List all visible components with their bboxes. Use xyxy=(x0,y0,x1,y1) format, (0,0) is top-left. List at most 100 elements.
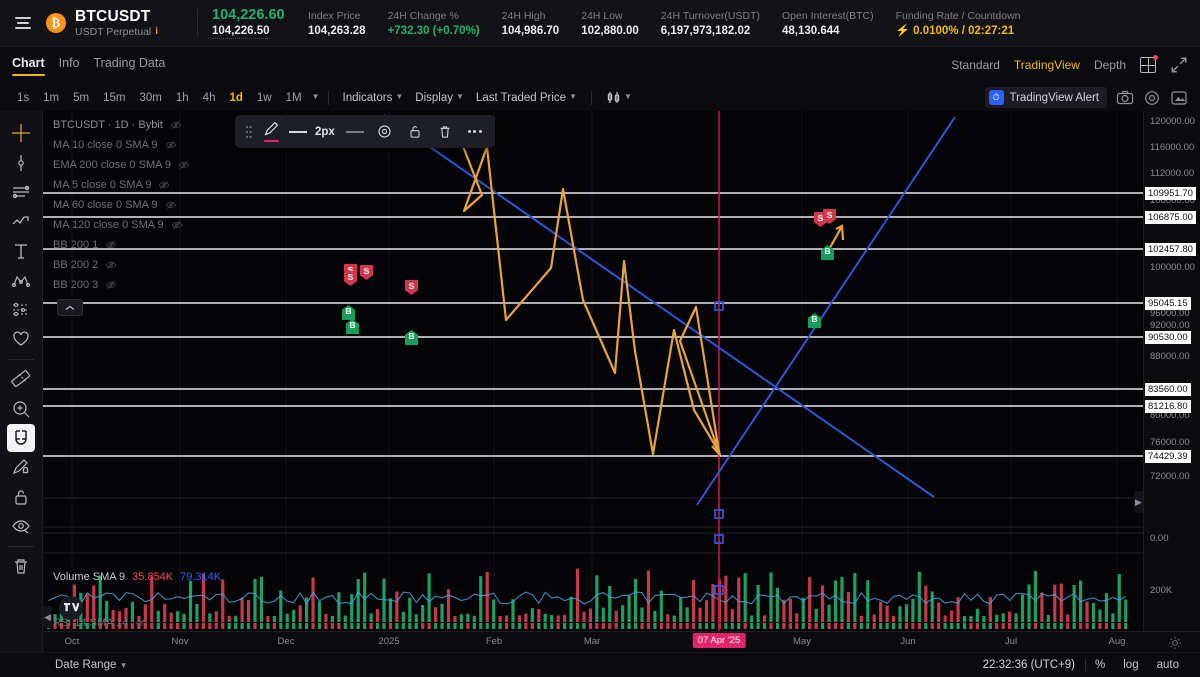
camera-icon[interactable] xyxy=(1116,89,1134,107)
eye-off-icon[interactable] xyxy=(170,119,182,131)
hide-drawings-tool[interactable] xyxy=(7,512,35,540)
symbol-block[interactable]: BTCUSDT USDT Perpetual i xyxy=(75,8,191,39)
log-scale-button[interactable]: log xyxy=(1123,659,1139,671)
eye-off-icon[interactable] xyxy=(105,279,117,291)
interval-1M[interactable]: 1M xyxy=(285,91,302,104)
price-level-label[interactable]: 109951.70 xyxy=(1145,187,1196,200)
line-width-value[interactable]: 2px xyxy=(315,125,335,138)
menu-last-traded-price[interactable]: Last Traded Price ▼ xyxy=(470,92,583,104)
price-level-label[interactable]: 81216.80 xyxy=(1145,400,1191,413)
legend-row[interactable]: BB 200 1 xyxy=(53,235,190,255)
eye-off-icon[interactable] xyxy=(158,179,170,191)
eye-off-icon[interactable] xyxy=(178,159,190,171)
horizontal-lines-tool[interactable] xyxy=(7,178,35,206)
percent-scale-button[interactable]: % xyxy=(1095,659,1106,671)
price-level-label[interactable]: 83560.00 xyxy=(1145,383,1191,396)
sell-signal-marker[interactable]: S xyxy=(405,280,418,295)
gear-icon[interactable] xyxy=(1143,89,1161,107)
interval-1m[interactable]: 1m xyxy=(43,91,60,104)
interval-4h[interactable]: 4h xyxy=(202,91,216,104)
interval-1s[interactable]: 1s xyxy=(17,91,30,104)
unlock-icon[interactable] xyxy=(401,119,429,145)
buy-signal-marker[interactable]: B xyxy=(808,313,821,328)
grid-layout-icon[interactable] xyxy=(1140,55,1158,73)
buy-signal-marker[interactable]: B xyxy=(821,245,834,260)
gear-icon[interactable] xyxy=(371,119,399,145)
chevron-down-icon[interactable]: ▼ xyxy=(456,92,464,101)
tradingview-alert-button[interactable]: ⏱ TradingView Alert xyxy=(984,87,1107,108)
scroll-right-button[interactable]: ▶ xyxy=(1134,491,1143,513)
chart-mode-standard[interactable]: Standard xyxy=(951,58,1000,72)
drawing-mode-tool[interactable] xyxy=(7,453,35,481)
tab-trading-data[interactable]: Trading Data xyxy=(93,56,166,70)
crosshair-tool[interactable] xyxy=(7,119,35,147)
eye-off-icon[interactable] xyxy=(105,259,117,271)
buy-signal-marker[interactable]: B xyxy=(342,305,355,320)
legend-row[interactable]: EMA 200 close 0 SMA 9 xyxy=(53,155,190,175)
line-style-icon[interactable] xyxy=(341,119,369,145)
legend-row[interactable]: BB 200 2 xyxy=(53,255,190,275)
zoom-in-tool[interactable] xyxy=(7,394,35,422)
eye-off-icon[interactable] xyxy=(105,239,117,251)
eye-off-icon[interactable] xyxy=(135,617,147,629)
pencil-icon[interactable] xyxy=(257,119,285,145)
eye-off-icon[interactable] xyxy=(171,219,183,231)
eye-off-icon[interactable] xyxy=(165,139,177,151)
time-axis[interactable]: Oct Nov Dec 2025 Feb Mar May Jun Jul Aug 07 Apr '2… xyxy=(43,631,1200,652)
legend-row[interactable]: MA 5 close 0 SMA 9 xyxy=(53,175,190,195)
snapshot-icon[interactable] xyxy=(1170,89,1188,107)
eye-off-icon[interactable] xyxy=(165,199,177,211)
sell-signal-marker[interactable]: S xyxy=(344,271,357,286)
lock-drawings-tool[interactable] xyxy=(7,482,35,510)
price-axis[interactable]: 120000.00116000.00112000.00108000.001040… xyxy=(1143,111,1200,631)
tab-info[interactable]: Info xyxy=(58,56,80,70)
forecast-tool[interactable] xyxy=(7,295,35,323)
legend-row[interactable]: BTCUSDT · 1D · Bybit xyxy=(53,115,190,135)
legend-row[interactable]: MA 120 close 0 SMA 9 xyxy=(53,215,190,235)
more-options-icon[interactable] xyxy=(461,119,489,145)
interval-1d[interactable]: 1d xyxy=(229,91,243,104)
chevron-down-icon[interactable]: ▼ xyxy=(569,92,577,101)
favorites-tool[interactable] xyxy=(7,325,35,353)
buy-signal-marker[interactable]: B xyxy=(346,319,359,334)
sell-signal-marker[interactable]: S xyxy=(360,265,373,280)
scroll-left-button[interactable]: ◀ xyxy=(43,606,52,628)
candle-style-icon[interactable]: ▼ xyxy=(600,91,638,104)
chart-mode-depth[interactable]: Depth xyxy=(1093,58,1126,72)
fullscreen-icon[interactable] xyxy=(1170,56,1188,74)
menu-display[interactable]: Display ▼ xyxy=(409,92,470,104)
price-level-label[interactable]: 106875.00 xyxy=(1145,211,1196,224)
more-intervals-chevron-down-icon[interactable]: ▼ xyxy=(311,92,320,101)
legend-row[interactable]: BB 200 3 xyxy=(53,275,190,295)
interval-1h[interactable]: 1h xyxy=(175,91,189,104)
drag-handle-icon[interactable] xyxy=(241,119,255,145)
price-level-label[interactable]: 90530.00 xyxy=(1145,331,1191,344)
text-tool[interactable] xyxy=(7,237,35,265)
legend-row[interactable]: MA 60 close 0 SMA 9 xyxy=(53,195,190,215)
zigzag-pattern-tool[interactable] xyxy=(7,207,35,235)
legend-collapse-button[interactable] xyxy=(57,299,83,316)
sell-signal-marker[interactable]: S xyxy=(823,209,836,224)
auto-scale-button[interactable]: auto xyxy=(1156,659,1179,671)
price-level-label[interactable]: 102457.80 xyxy=(1145,243,1196,256)
chevron-down-icon[interactable]: ▼ xyxy=(395,92,404,101)
date-range-button[interactable]: Date Range ▼ xyxy=(55,659,128,671)
elliott-wave-tool[interactable] xyxy=(7,266,35,294)
interval-15m[interactable]: 15m xyxy=(103,91,126,104)
trash-icon[interactable] xyxy=(431,119,459,145)
buy-signal-marker[interactable]: B xyxy=(405,330,418,345)
chart-canvas[interactable]: BTCUSDT · 1D · Bybit MA 10 close 0 SMA 9 E… xyxy=(43,111,1143,631)
menu-indicators[interactable]: Indicators ▼ xyxy=(337,92,410,104)
tab-chart[interactable]: Chart xyxy=(12,56,45,76)
interval-1w[interactable]: 1w xyxy=(256,91,272,104)
chart-mode-tradingview[interactable]: TradingView xyxy=(1013,58,1080,72)
drawing-style-popup[interactable]: 2px xyxy=(235,115,495,148)
magnet-tool[interactable] xyxy=(7,423,35,453)
price-level-label[interactable]: 74429.39 xyxy=(1145,450,1191,463)
legend-row[interactable]: MA 10 close 0 SMA 9 xyxy=(53,135,190,155)
hamburger-icon[interactable] xyxy=(4,17,42,29)
measure-tool[interactable] xyxy=(7,365,35,393)
info-icon[interactable]: i xyxy=(155,25,159,37)
interval-5m[interactable]: 5m xyxy=(73,91,90,104)
chevron-down-icon[interactable]: ▼ xyxy=(623,92,632,101)
